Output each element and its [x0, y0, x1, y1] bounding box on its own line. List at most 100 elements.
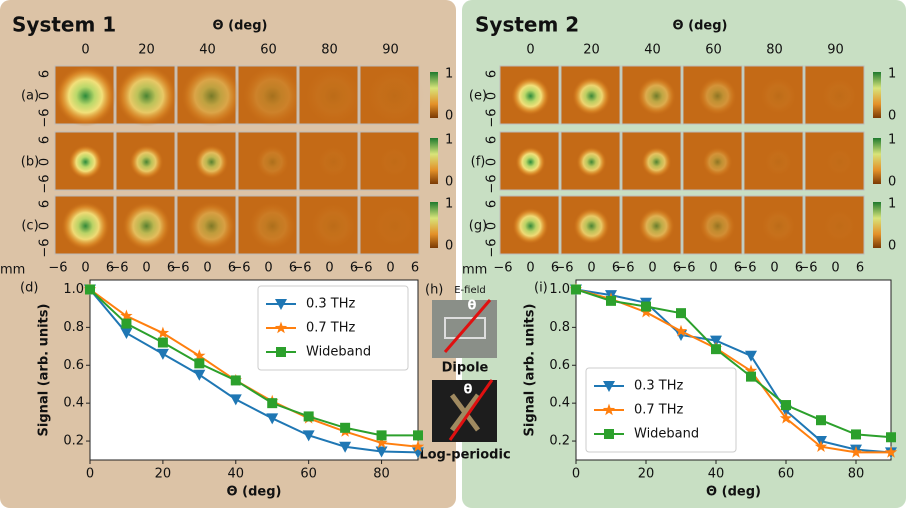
marker — [303, 411, 314, 422]
beam-spot — [316, 145, 350, 179]
theta-label: θ — [468, 299, 477, 314]
colorbar — [430, 202, 438, 248]
image-y-tick: −6 — [485, 238, 500, 257]
series-line — [575, 288, 892, 439]
image-x-tick: 6 — [228, 261, 236, 276]
colorbar-tick: 1 — [445, 67, 453, 82]
colorbar-tick: 0 — [888, 109, 896, 124]
image-cell — [359, 131, 420, 191]
beam-spot — [763, 147, 794, 178]
image-x-tick: 6 — [856, 261, 864, 276]
y-tick-label: 0.6 — [63, 358, 84, 373]
image-x-tick: −6 — [48, 261, 67, 276]
marker — [814, 440, 828, 452]
series-line — [89, 288, 419, 454]
image-x-tick: −6 — [615, 261, 634, 276]
marker — [156, 326, 170, 339]
image-x-tick: 6 — [551, 261, 559, 276]
image-y-tick: 0 — [38, 92, 53, 100]
legend-label: 0.7 THz — [634, 403, 684, 418]
image-x-tick: 6 — [106, 261, 114, 276]
marker — [606, 295, 616, 306]
x-axis-title: Θ (deg) — [227, 485, 282, 500]
image-y-tick: −6 — [38, 108, 53, 127]
beam-spot — [573, 207, 610, 245]
column-label: 60 — [705, 43, 722, 58]
marker — [340, 422, 351, 433]
y-tick-label: 0.2 — [549, 434, 570, 449]
beam-spot — [510, 76, 551, 116]
colorbar — [430, 138, 438, 184]
image-x-tick: 6 — [411, 261, 419, 276]
image-cell — [298, 131, 359, 191]
image-y-tick: −6 — [485, 174, 500, 193]
image-x-tick: −6 — [798, 261, 817, 276]
antenna-body — [449, 393, 481, 432]
beam-spot — [68, 144, 103, 180]
image-y-tick: 0 — [38, 158, 53, 166]
beam-spot — [820, 76, 859, 115]
marker — [849, 445, 863, 458]
beam-spot — [576, 146, 607, 178]
column-label: 90 — [827, 43, 844, 58]
image-y-tick: 0 — [485, 158, 500, 166]
marker — [157, 337, 168, 348]
image-x-tick: 0 — [264, 261, 272, 276]
beam-spot — [638, 207, 675, 245]
image-x-tick: −6 — [353, 261, 372, 276]
image-x-tick: −6 — [676, 261, 695, 276]
series-line — [575, 288, 892, 454]
efield-label: E-field — [454, 285, 486, 296]
marker — [266, 413, 279, 425]
beam-spot — [697, 76, 738, 116]
image-x-tick: −6 — [554, 261, 573, 276]
image-y-tick: 0 — [485, 92, 500, 100]
legend-label: 0.3 THz — [306, 297, 356, 312]
colorbar — [873, 138, 881, 184]
image-x-tick: 0 — [325, 261, 333, 276]
beam-spot — [571, 76, 612, 116]
marker — [302, 430, 315, 442]
image-y-tick: 6 — [485, 200, 500, 208]
image-x-tick: 6 — [673, 261, 681, 276]
x-tick-label: 20 — [155, 467, 172, 482]
marker — [339, 441, 352, 453]
image-y-tick: 6 — [485, 136, 500, 144]
column-label: 40 — [199, 43, 216, 58]
column-label: 20 — [138, 43, 155, 58]
colorbar — [873, 202, 881, 248]
image-x-tick: 0 — [587, 261, 595, 276]
image-y-tick: 6 — [38, 136, 53, 144]
column-label: 80 — [766, 43, 783, 58]
x-tick-label: 40 — [228, 467, 245, 482]
beam-spot — [636, 76, 677, 116]
legend-marker — [602, 403, 616, 416]
legend-marker — [275, 299, 287, 310]
image-y-tick: 0 — [38, 222, 53, 230]
x-tick-label: 80 — [373, 467, 390, 482]
x-tick-label: 20 — [638, 467, 655, 482]
column-label: 40 — [644, 43, 661, 58]
beam-spot — [187, 201, 236, 251]
column-label: 80 — [321, 43, 338, 58]
marker — [886, 432, 896, 443]
system-title: System 1 — [12, 13, 116, 37]
x-tick-label: 80 — [848, 467, 865, 482]
log-label: Log-periodic — [419, 448, 510, 463]
y-tick-label: 0.6 — [549, 358, 570, 373]
unit-label: mm — [462, 263, 487, 278]
image-x-tick: 0 — [142, 261, 150, 276]
y-tick-label: 1.0 — [63, 282, 84, 297]
marker — [411, 440, 425, 452]
beam-spot — [512, 207, 549, 245]
column-label: 60 — [260, 43, 277, 58]
colorbar-tick: 1 — [888, 133, 896, 148]
beam-spot — [122, 201, 171, 251]
y-axis-title: Signal (arb. units) — [37, 304, 52, 437]
image-x-tick: 0 — [648, 261, 656, 276]
marker — [781, 400, 791, 411]
column-label: 20 — [583, 43, 600, 58]
image-y-tick: −6 — [38, 238, 53, 257]
marker — [267, 398, 278, 409]
